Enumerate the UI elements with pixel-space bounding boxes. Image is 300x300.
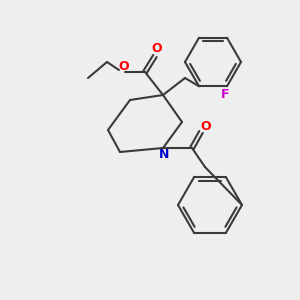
Text: O: O (119, 61, 129, 74)
Text: N: N (159, 148, 169, 161)
Text: F: F (221, 88, 229, 101)
Text: O: O (152, 43, 162, 56)
Text: O: O (201, 121, 211, 134)
